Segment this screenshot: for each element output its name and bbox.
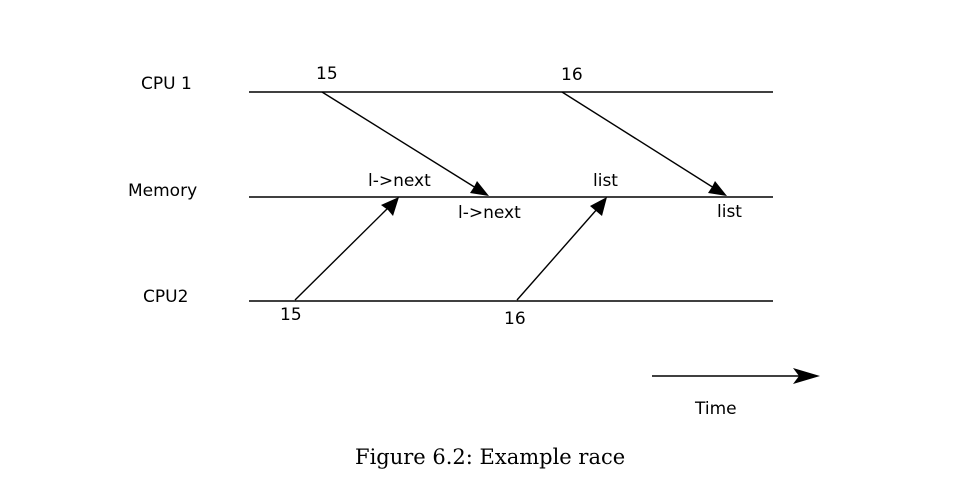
arrow-cpu1-second-write (561, 91, 727, 196)
cpu1-event-label-first: 15 (316, 64, 338, 84)
memory-label-cpu1-second: list (717, 202, 742, 222)
cpu1-event-label-second: 16 (561, 65, 583, 85)
cpu2-event-label-second: 16 (504, 309, 526, 329)
memory-label-cpu2-second: list (593, 171, 618, 191)
lane-label-cpu1: CPU 1 (141, 74, 192, 94)
lane-label-cpu2: CPU2 (143, 287, 188, 307)
memory-label-cpu1-first: l->next (458, 203, 521, 223)
arrow-cpu1-first-write (321, 91, 489, 196)
lane-label-memory: Memory (128, 181, 197, 201)
memory-label-cpu2-first: l->next (368, 171, 431, 191)
figure-caption: Figure 6.2: Example race (355, 445, 625, 469)
cpu2-event-label-first: 15 (280, 305, 302, 325)
time-label: Time (694, 399, 737, 419)
arrow-cpu2-second-write (516, 197, 607, 301)
arrow-cpu2-first-write (294, 197, 399, 301)
time-arrow (652, 368, 820, 384)
